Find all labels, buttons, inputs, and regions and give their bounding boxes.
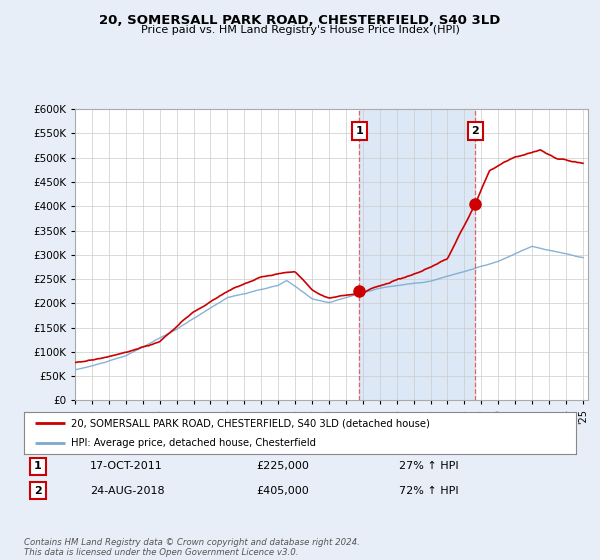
Text: 72% ↑ HPI: 72% ↑ HPI: [400, 486, 459, 496]
Text: 20, SOMERSALL PARK ROAD, CHESTERFIELD, S40 3LD: 20, SOMERSALL PARK ROAD, CHESTERFIELD, S…: [100, 14, 500, 27]
Text: 24-AUG-2018: 24-AUG-2018: [90, 486, 165, 496]
Text: 1: 1: [34, 461, 41, 472]
Text: 27% ↑ HPI: 27% ↑ HPI: [400, 461, 459, 472]
Text: Contains HM Land Registry data © Crown copyright and database right 2024.
This d: Contains HM Land Registry data © Crown c…: [24, 538, 360, 557]
Text: 20, SOMERSALL PARK ROAD, CHESTERFIELD, S40 3LD (detached house): 20, SOMERSALL PARK ROAD, CHESTERFIELD, S…: [71, 418, 430, 428]
Text: 17-OCT-2011: 17-OCT-2011: [90, 461, 163, 472]
Text: 2: 2: [34, 486, 41, 496]
Text: £405,000: £405,000: [256, 486, 308, 496]
Text: HPI: Average price, detached house, Chesterfield: HPI: Average price, detached house, Ches…: [71, 438, 316, 448]
Text: £225,000: £225,000: [256, 461, 309, 472]
Text: 2: 2: [472, 126, 479, 136]
Text: Price paid vs. HM Land Registry's House Price Index (HPI): Price paid vs. HM Land Registry's House …: [140, 25, 460, 35]
Bar: [359, 109, 475, 400]
Text: 1: 1: [356, 126, 364, 136]
